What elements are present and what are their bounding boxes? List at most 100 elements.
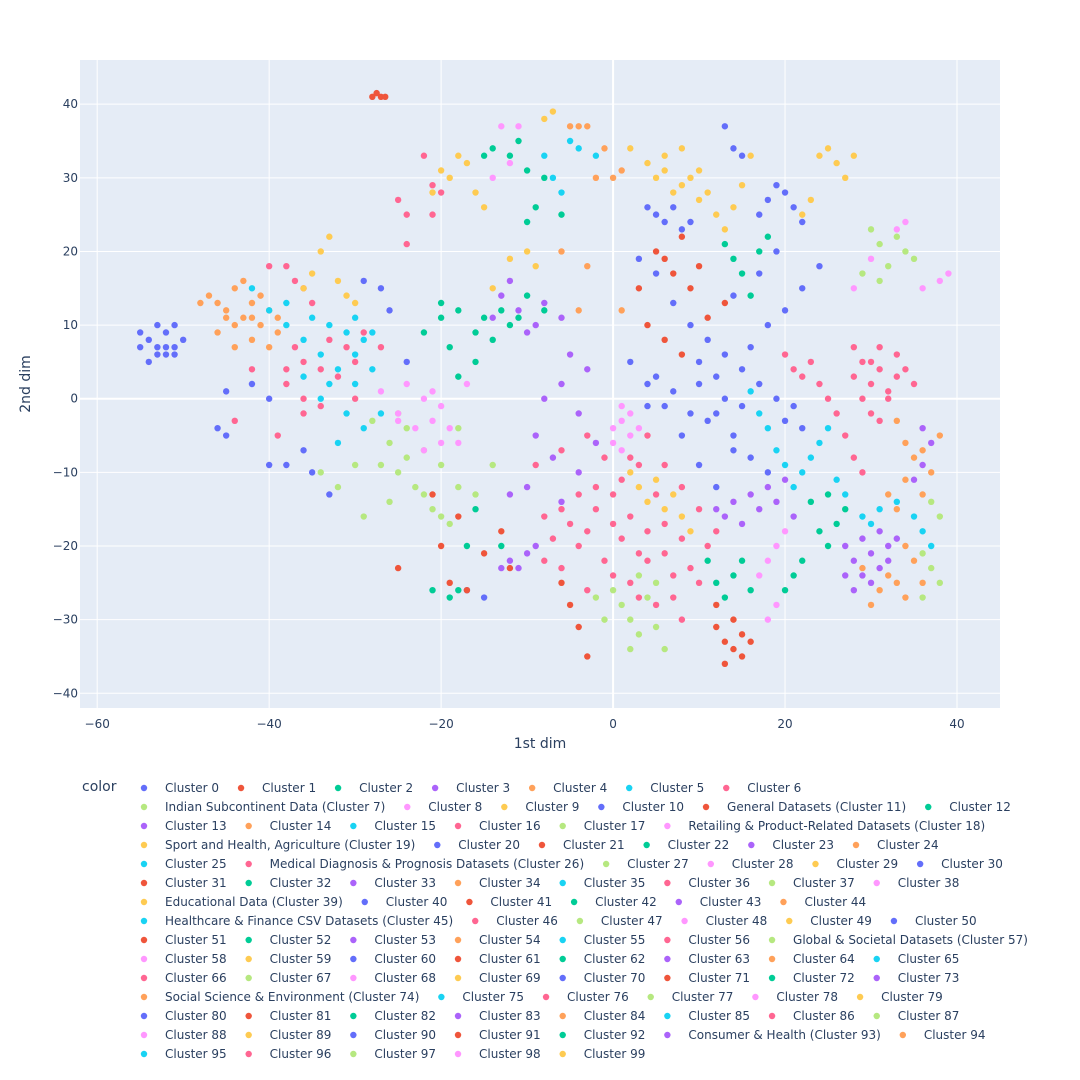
legend-marker[interactable] bbox=[768, 955, 776, 963]
legend-item[interactable]: Cluster 48 bbox=[706, 914, 768, 928]
legend-item[interactable]: Cluster 20 bbox=[458, 838, 520, 852]
legend-marker[interactable] bbox=[643, 841, 650, 849]
legend-item[interactable]: Cluster 8 bbox=[428, 800, 482, 814]
legend-marker[interactable] bbox=[350, 974, 357, 982]
legend-marker[interactable] bbox=[350, 955, 357, 963]
legend-marker[interactable] bbox=[647, 993, 654, 1001]
legend-marker[interactable] bbox=[570, 898, 578, 906]
legend-item[interactable]: Cluster 58 bbox=[165, 952, 227, 966]
legend-item[interactable]: Cluster 46 bbox=[496, 914, 558, 928]
legend-marker[interactable] bbox=[454, 936, 462, 944]
legend-marker[interactable] bbox=[538, 841, 546, 849]
legend-item[interactable]: Global & Societal Datasets (Cluster 57) bbox=[793, 933, 1028, 947]
legend-item[interactable]: Cluster 97 bbox=[374, 1047, 436, 1061]
legend-marker[interactable] bbox=[542, 993, 550, 1001]
legend-item[interactable]: Cluster 71 bbox=[688, 971, 750, 985]
legend-item[interactable]: Retailing & Product-Related Datasets (Cl… bbox=[688, 819, 985, 833]
legend-marker[interactable] bbox=[559, 879, 566, 887]
legend-item[interactable]: Cluster 86 bbox=[793, 1009, 855, 1023]
legend-item[interactable]: Cluster 38 bbox=[898, 876, 960, 890]
legend-item[interactable]: Cluster 98 bbox=[479, 1047, 541, 1061]
legend-marker[interactable] bbox=[140, 917, 148, 925]
legend-item[interactable]: Cluster 40 bbox=[386, 895, 448, 909]
legend-item[interactable]: Medical Diagnosis & Prognosis Datasets (… bbox=[270, 857, 584, 871]
legend-marker[interactable] bbox=[768, 974, 776, 982]
legend-marker[interactable] bbox=[454, 822, 462, 830]
legend-marker[interactable] bbox=[559, 936, 566, 944]
legend-item[interactable]: Cluster 16 bbox=[479, 819, 541, 833]
legend-marker[interactable] bbox=[559, 955, 566, 963]
legend-marker[interactable] bbox=[245, 955, 252, 963]
legend-item[interactable]: Cluster 88 bbox=[165, 1028, 227, 1042]
legend-item[interactable]: Cluster 75 bbox=[462, 990, 524, 1004]
legend-marker[interactable] bbox=[576, 917, 584, 925]
legend-item[interactable]: Cluster 55 bbox=[584, 933, 646, 947]
legend-item[interactable]: Cluster 78 bbox=[776, 990, 838, 1004]
legend-item[interactable]: Cluster 30 bbox=[941, 857, 1003, 871]
legend-marker[interactable] bbox=[237, 784, 245, 792]
legend-marker[interactable] bbox=[675, 898, 682, 906]
legend-item[interactable]: Cluster 44 bbox=[804, 895, 866, 909]
legend-marker[interactable] bbox=[856, 993, 864, 1001]
legend-marker[interactable] bbox=[454, 1031, 462, 1039]
legend-item[interactable]: Cluster 91 bbox=[479, 1028, 541, 1042]
legend-item[interactable]: Cluster 23 bbox=[772, 838, 834, 852]
legend-marker[interactable] bbox=[245, 1012, 252, 1020]
legend-marker[interactable] bbox=[873, 879, 880, 887]
legend-marker[interactable] bbox=[602, 860, 610, 868]
legend-item[interactable]: Cluster 69 bbox=[479, 971, 541, 985]
legend-item[interactable]: Cluster 12 bbox=[949, 800, 1011, 814]
legend-marker[interactable] bbox=[873, 1012, 880, 1020]
legend-marker[interactable] bbox=[404, 803, 411, 811]
legend-marker[interactable] bbox=[245, 974, 252, 982]
legend-marker[interactable] bbox=[438, 993, 445, 1001]
legend-item[interactable]: Cluster 32 bbox=[270, 876, 332, 890]
legend-item[interactable]: Cluster 33 bbox=[374, 876, 436, 890]
legend-item[interactable]: Cluster 27 bbox=[627, 857, 689, 871]
legend-marker[interactable] bbox=[916, 860, 924, 868]
legend-marker[interactable] bbox=[664, 822, 671, 830]
legend-item[interactable]: Cluster 5 bbox=[650, 781, 704, 795]
legend-marker[interactable] bbox=[140, 974, 148, 982]
legend-marker[interactable] bbox=[140, 803, 148, 811]
legend-item[interactable]: Educational Data (Cluster 39) bbox=[165, 895, 343, 909]
legend-marker[interactable] bbox=[899, 1031, 907, 1039]
legend-item[interactable]: Cluster 81 bbox=[270, 1009, 332, 1023]
legend-item[interactable]: Cluster 35 bbox=[584, 876, 646, 890]
legend-marker[interactable] bbox=[559, 1031, 566, 1039]
legend-marker[interactable] bbox=[140, 1012, 148, 1020]
legend-marker[interactable] bbox=[350, 1012, 357, 1020]
legend-marker[interactable] bbox=[245, 822, 252, 830]
legend-marker[interactable] bbox=[140, 955, 148, 963]
legend-marker[interactable] bbox=[812, 860, 819, 868]
legend-marker[interactable] bbox=[245, 1050, 252, 1058]
legend-marker[interactable] bbox=[664, 1012, 671, 1020]
legend-marker[interactable] bbox=[245, 936, 252, 944]
legend-marker[interactable] bbox=[664, 974, 671, 982]
legend-marker[interactable] bbox=[140, 1050, 148, 1058]
legend-marker[interactable] bbox=[559, 1050, 566, 1058]
legend-item[interactable]: Cluster 59 bbox=[270, 952, 332, 966]
legend-item[interactable]: Cluster 52 bbox=[270, 933, 332, 947]
legend-marker[interactable] bbox=[140, 1031, 148, 1039]
legend-item[interactable]: Cluster 51 bbox=[165, 933, 227, 947]
legend-item[interactable]: Cluster 64 bbox=[793, 952, 855, 966]
legend-marker[interactable] bbox=[434, 841, 441, 849]
legend-item[interactable]: Cluster 1 bbox=[262, 781, 316, 795]
legend-item[interactable]: Cluster 34 bbox=[479, 876, 541, 890]
legend-item[interactable]: Cluster 66 bbox=[165, 971, 227, 985]
legend-item[interactable]: Cluster 63 bbox=[688, 952, 750, 966]
legend-item[interactable]: Cluster 54 bbox=[479, 933, 541, 947]
legend-marker[interactable] bbox=[454, 1012, 462, 1020]
legend-item[interactable]: Cluster 53 bbox=[374, 933, 436, 947]
legend-marker[interactable] bbox=[752, 993, 759, 1001]
legend-item[interactable]: Cluster 47 bbox=[601, 914, 663, 928]
legend-marker[interactable] bbox=[140, 993, 148, 1001]
legend-item[interactable]: Cluster 60 bbox=[374, 952, 436, 966]
legend-marker[interactable] bbox=[768, 936, 776, 944]
legend-marker[interactable] bbox=[361, 898, 368, 906]
legend-marker[interactable] bbox=[873, 974, 880, 982]
legend-item[interactable]: Cluster 9 bbox=[525, 800, 579, 814]
legend-item[interactable]: Cluster 37 bbox=[793, 876, 855, 890]
legend-marker[interactable] bbox=[245, 1031, 252, 1039]
